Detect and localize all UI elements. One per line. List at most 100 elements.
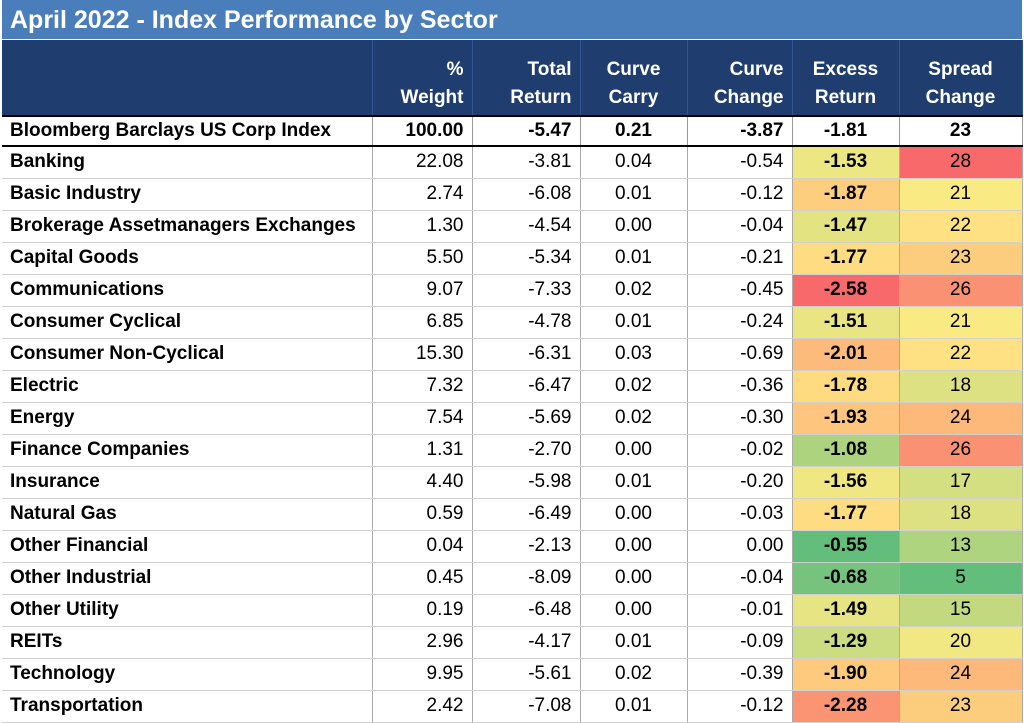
index-cell: 23 (899, 115, 1023, 147)
value-cell: -0.45 (687, 274, 793, 307)
value-cell: -0.04 (687, 210, 793, 243)
value-cell: -4.54 (472, 210, 581, 243)
sector-name: Brokerage Assetmanagers Exchanges (2, 210, 373, 243)
index-cell: 0.21 (580, 115, 688, 147)
header-cell: Excess Return (792, 40, 900, 116)
sector-row: Basic Industry 2.74 -6.08 0.01 -0.12 -1.87 21 (2, 178, 1023, 211)
value-cell: 0.45 (372, 562, 473, 595)
value-cell: -4.17 (472, 626, 581, 659)
value-cell: 5 (899, 562, 1023, 595)
value-cell: 0.01 (580, 690, 688, 723)
value-cell: 17 (899, 466, 1023, 499)
index-cell: 100.00 (372, 115, 473, 147)
value-cell: 0.00 (580, 530, 688, 563)
value-cell: 0.01 (580, 242, 688, 275)
value-cell: -0.36 (687, 370, 793, 403)
value-cell: -2.01 (792, 338, 900, 371)
value-cell: 0.00 (580, 594, 688, 627)
value-cell: 0.02 (580, 402, 688, 435)
value-cell: 23 (899, 690, 1023, 723)
sector-name: Energy (2, 402, 373, 435)
value-cell: -2.28 (792, 690, 900, 723)
value-cell: 23 (899, 242, 1023, 275)
sector-row: Brokerage Assetmanagers Exchanges 1.30 -4.… (2, 210, 1023, 243)
value-cell: 0.01 (580, 306, 688, 339)
sector-name: Other Financial (2, 530, 373, 563)
sector-row: REITs 2.96 -4.17 0.01 -0.09 -1.29 20 (2, 626, 1023, 659)
value-cell: -1.56 (792, 466, 900, 499)
value-cell: 26 (899, 434, 1023, 467)
sector-row: Natural Gas 0.59 -6.49 0.00 -0.03 -1.77 18 (2, 498, 1023, 531)
value-cell: -1.77 (792, 242, 900, 275)
sector-row: Communications 9.07 -7.33 0.02 -0.45 -2.58 26 (2, 274, 1023, 307)
sector-row: Capital Goods 5.50 -5.34 0.01 -0.21 -1.77 23 (2, 242, 1023, 275)
sector-row: Other Industrial 0.45 -8.09 0.00 -0.04 -0.68 5 (2, 562, 1023, 595)
value-cell: -1.47 (792, 210, 900, 243)
value-cell: -8.09 (472, 562, 581, 595)
sector-name: Transportation (2, 690, 373, 723)
sector-name: Consumer Cyclical (2, 306, 373, 339)
value-cell: 0.00 (580, 210, 688, 243)
header-cell: Total Return (472, 40, 581, 116)
value-cell: -0.21 (687, 242, 793, 275)
value-cell: -5.69 (472, 402, 581, 435)
sector-row: Insurance 4.40 -5.98 0.01 -0.20 -1.56 17 (2, 466, 1023, 499)
value-cell: -1.08 (792, 434, 900, 467)
value-cell: -1.49 (792, 594, 900, 627)
sector-name: Technology (2, 658, 373, 691)
value-cell: -3.81 (472, 146, 581, 179)
value-cell: -1.77 (792, 498, 900, 531)
value-cell: 0.01 (580, 178, 688, 211)
value-cell: -5.98 (472, 466, 581, 499)
table-title: April 2022 - Index Performance by Sector (2, 0, 1022, 40)
value-cell: -6.49 (472, 498, 581, 531)
header-cell: Spread Change (899, 40, 1023, 116)
sector-name: Banking (2, 146, 373, 179)
value-cell: 9.95 (372, 658, 473, 691)
sector-row: Electric 7.32 -6.47 0.02 -0.36 -1.78 18 (2, 370, 1023, 403)
value-cell: 0.19 (372, 594, 473, 627)
value-cell: -2.58 (792, 274, 900, 307)
value-cell: -2.13 (472, 530, 581, 563)
value-cell: 7.54 (372, 402, 473, 435)
value-cell: 6.85 (372, 306, 473, 339)
header-row: % Weight Total Return Curve Carry Curve Cha… (2, 40, 1023, 116)
value-cell: -0.09 (687, 626, 793, 659)
sector-name: REITs (2, 626, 373, 659)
value-cell: 0.00 (580, 562, 688, 595)
value-cell: -0.69 (687, 338, 793, 371)
sector-name: Consumer Non-Cyclical (2, 338, 373, 371)
sector-row: Other Financial 0.04 -2.13 0.00 0.00 -0.55 13 (2, 530, 1023, 563)
value-cell: -5.61 (472, 658, 581, 691)
value-cell: -7.08 (472, 690, 581, 723)
value-cell: 0.00 (580, 498, 688, 531)
sector-name: Electric (2, 370, 373, 403)
value-cell: -0.04 (687, 562, 793, 595)
sector-name: Communications (2, 274, 373, 307)
sector-name: Other Utility (2, 594, 373, 627)
value-cell: 0.02 (580, 370, 688, 403)
sector-name: Insurance (2, 466, 373, 499)
index-row: Bloomberg Barclays US Corp Index 100.00 -5… (2, 115, 1023, 147)
value-cell: -1.78 (792, 370, 900, 403)
table-body: Bloomberg Barclays US Corp Index 100.00 -5… (2, 115, 1023, 723)
value-cell: 0.00 (687, 530, 793, 563)
value-cell: -1.87 (792, 178, 900, 211)
value-cell: 0.00 (580, 434, 688, 467)
sector-row: Other Utility 0.19 -6.48 0.00 -0.01 -1.49 15 (2, 594, 1023, 627)
table-header: % Weight Total Return Curve Carry Curve Cha… (2, 40, 1023, 116)
value-cell: 2.96 (372, 626, 473, 659)
sector-row: Consumer Cyclical 6.85 -4.78 0.01 -0.24 -1.51… (2, 306, 1023, 339)
sector-row: Energy 7.54 -5.69 0.02 -0.30 -1.93 24 (2, 402, 1023, 435)
value-cell: -7.33 (472, 274, 581, 307)
value-cell: -6.08 (472, 178, 581, 211)
value-cell: -0.30 (687, 402, 793, 435)
value-cell: -0.68 (792, 562, 900, 595)
value-cell: 0.01 (580, 466, 688, 499)
sector-row: Consumer Non-Cyclical 15.30 -6.31 0.03 -0.69… (2, 338, 1023, 371)
sector-table: % Weight Total Return Curve Carry Curve Cha… (2, 40, 1023, 723)
sector-row: Finance Companies 1.31 -2.70 0.00 -0.02 -1.08… (2, 434, 1023, 467)
sector-row: Transportation 2.42 -7.08 0.01 -0.12 -2.28 23 (2, 690, 1023, 723)
value-cell: 26 (899, 274, 1023, 307)
index-cell: -3.87 (687, 115, 793, 147)
